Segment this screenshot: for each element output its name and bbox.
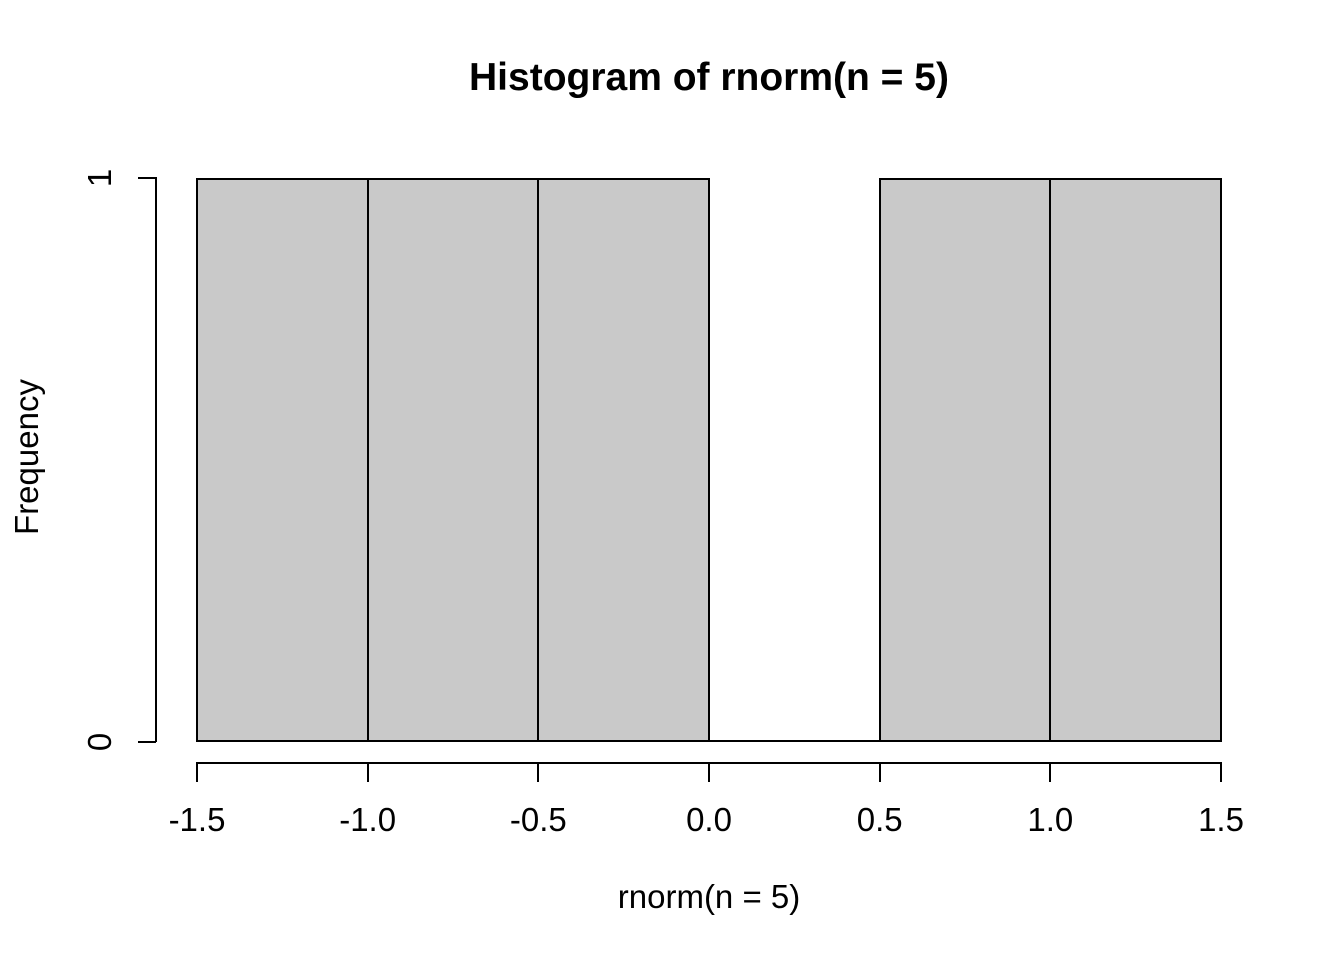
- x-axis-tick: [878, 763, 881, 782]
- histogram-bar: [878, 178, 1052, 742]
- histogram-bar: [1049, 178, 1222, 742]
- y-axis-tick: [138, 741, 156, 743]
- y-axis-tick: [138, 177, 156, 179]
- x-tick-label: -1.5: [168, 801, 226, 838]
- y-axis-label: Frequency: [8, 379, 45, 535]
- x-axis-tick: [537, 763, 540, 782]
- x-axis-tick: [708, 763, 710, 782]
- x-axis-tick: [1049, 763, 1052, 782]
- histogram-baseline: [196, 740, 1222, 742]
- y-tick-label: 1: [81, 168, 118, 188]
- y-axis-line: [155, 177, 157, 742]
- x-tick-label: 0.0: [686, 801, 732, 838]
- x-tick-label: 1.0: [1027, 801, 1074, 838]
- x-axis-label: rnorm(n = 5): [617, 878, 801, 915]
- histogram-bar: [537, 178, 710, 742]
- histogram-bar: [366, 178, 540, 742]
- x-tick-label: -0.5: [509, 801, 567, 838]
- y-tick-label: 0: [81, 732, 118, 752]
- chart-title: Histogram of rnorm(n = 5): [469, 56, 949, 99]
- x-axis-tick: [196, 763, 198, 782]
- histogram-bar: [196, 178, 369, 742]
- x-tick-label: 1.5: [1198, 801, 1244, 838]
- x-axis-tick: [366, 763, 369, 782]
- x-tick-label: 0.5: [856, 801, 903, 838]
- x-axis-tick: [1220, 763, 1222, 782]
- x-tick-label: -1.0: [339, 801, 397, 838]
